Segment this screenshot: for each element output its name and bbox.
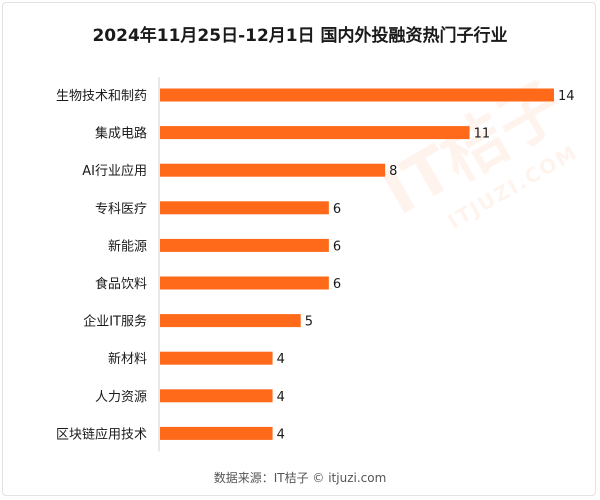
bar bbox=[160, 163, 386, 177]
bar bbox=[160, 351, 273, 365]
category-label: 人力资源 bbox=[95, 390, 147, 405]
bar bbox=[160, 314, 301, 328]
chart-title: 2024年11月25日-12月1日 国内外投融资热门子行业 bbox=[92, 26, 508, 46]
category-label: AI行业应用 bbox=[82, 163, 147, 179]
source-note: 数据来源：IT桔子 © itjuzi.com bbox=[213, 471, 387, 485]
value-label: 4 bbox=[277, 390, 285, 405]
bar bbox=[160, 238, 329, 252]
category-label: 新材料 bbox=[108, 351, 147, 367]
category-label: 企业IT服务 bbox=[83, 314, 147, 330]
bar bbox=[160, 276, 329, 290]
bar bbox=[160, 126, 470, 140]
value-label: 6 bbox=[333, 202, 341, 217]
value-label: 4 bbox=[277, 352, 285, 367]
bar bbox=[160, 88, 554, 102]
value-label: 11 bbox=[474, 127, 491, 142]
category-label: 新能源 bbox=[108, 238, 147, 254]
bar bbox=[160, 389, 273, 403]
value-label: 14 bbox=[558, 89, 575, 104]
value-label: 4 bbox=[277, 427, 285, 442]
category-label: 区块链应用技术 bbox=[56, 426, 147, 442]
value-label: 6 bbox=[333, 277, 341, 292]
value-label: 6 bbox=[333, 239, 341, 254]
value-label: 5 bbox=[305, 315, 313, 330]
bar bbox=[160, 201, 329, 215]
chart-card: 2024年11月25日-12月1日 国内外投融资热门子行业 IT桔子 ITJUZ… bbox=[2, 2, 596, 496]
bar bbox=[160, 426, 273, 440]
category-label: 食品饮料 bbox=[95, 276, 147, 292]
value-label: 8 bbox=[389, 164, 397, 179]
bar-chart: 生物技术和制药 14 集成电路 11 AI行业应用 8 专科医疗 6 新能源 6 食品饮料 6 企业IT… bbox=[56, 77, 575, 452]
category-label: 专科医疗 bbox=[95, 202, 147, 217]
category-label: 集成电路 bbox=[95, 126, 147, 142]
category-label: 生物技术和制药 bbox=[56, 89, 147, 104]
